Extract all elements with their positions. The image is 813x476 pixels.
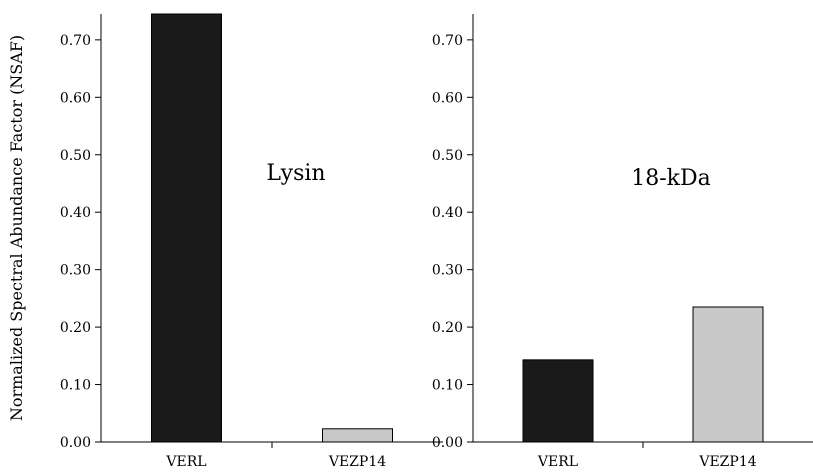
bar-vezp14 — [692, 306, 764, 443]
y-tick-label: 0.60 — [432, 90, 463, 106]
y-tick-label: 0.20 — [60, 320, 91, 336]
y-tick-label: 0.40 — [432, 205, 463, 221]
y-tick-label: 0.00 — [60, 435, 91, 451]
panel-annotation: Lysin — [266, 161, 325, 186]
y-tick-label: 0.50 — [432, 148, 463, 164]
bar-vezp14 — [322, 428, 393, 443]
y-tick-label: 0.50 — [60, 148, 91, 164]
y-tick-label: 0.30 — [60, 263, 91, 279]
y-tick-label: 0.20 — [432, 320, 463, 336]
chart-panel-1: 0.00 0.10 0.20 0.30 0.40 0.50 0.60 0.70 VERL VEZP… — [7, 13, 443, 470]
y-tick-label: 0.60 — [60, 90, 91, 106]
x-category-label: VEZP14 — [698, 454, 756, 470]
panel-annotation: 18-kDa — [631, 166, 711, 191]
y-axis-label: Normalized Spectral Abundance Factor (NS… — [7, 35, 26, 421]
y-tick-label: 0.00 — [432, 435, 463, 451]
bar-verl — [151, 13, 222, 443]
y-tick-label: 0.10 — [60, 378, 91, 394]
y-tick-label: 0.70 — [60, 33, 91, 49]
y-tick-label: 0.30 — [432, 263, 463, 279]
x-category-label: VERL — [537, 454, 578, 470]
y-tick-label: 0.40 — [60, 205, 91, 221]
y-tick-label: 0.10 — [432, 378, 463, 394]
x-category-label: VERL — [165, 454, 206, 470]
bar-verl — [522, 359, 594, 443]
y-tick-label: 0.70 — [432, 33, 463, 49]
chart-panel-2: 0.00 0.10 0.20 0.30 0.40 0.50 0.60 0.70 VERL VEZP… — [432, 14, 813, 470]
x-category-label: VEZP14 — [328, 454, 386, 470]
